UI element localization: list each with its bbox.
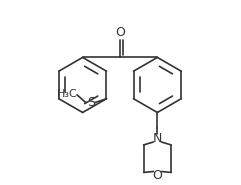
Text: N: N: [153, 132, 162, 144]
Text: O: O: [152, 169, 162, 182]
Text: H₃C: H₃C: [57, 89, 78, 99]
Text: S: S: [87, 96, 95, 109]
Text: O: O: [115, 26, 125, 39]
